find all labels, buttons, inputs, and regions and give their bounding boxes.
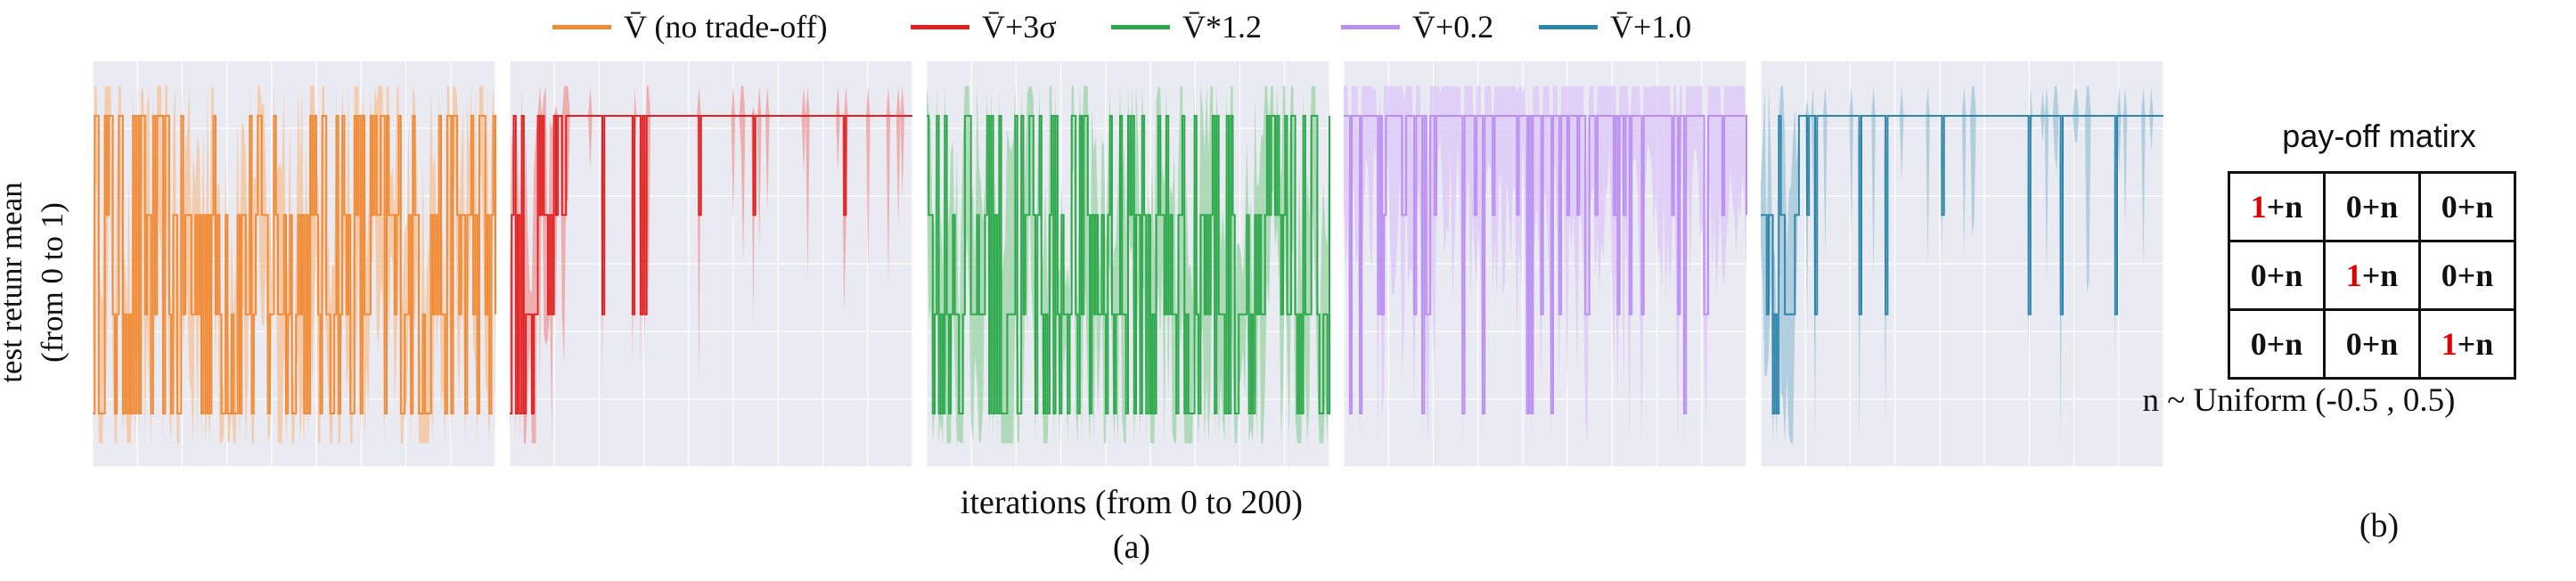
- payoff-row: 0+n 1+n 0+n: [2228, 240, 2516, 311]
- payoff-cell-noise: +n: [2457, 189, 2494, 225]
- noise-distribution-label: n ~ Uniform (-0.5 , 0.5): [2142, 382, 2456, 419]
- payoff-cell: 1+n: [2418, 308, 2516, 380]
- caption-a: (a): [1112, 528, 1151, 566]
- series-line-5: [1761, 115, 2163, 414]
- payoff-cell: 0+n: [2228, 308, 2326, 380]
- legend-swatch-3: [1111, 24, 1170, 29]
- legend-label-5: V̄+1.0: [1610, 9, 1692, 45]
- series-line-1: [93, 115, 496, 414]
- legend-swatch-5: [1539, 24, 1598, 29]
- legend-item-3: V̄*1.2: [1111, 2, 1262, 52]
- panel-2: [509, 60, 913, 468]
- legend-swatch-2: [911, 24, 969, 29]
- legend-label-3: V̄*1.2: [1182, 9, 1262, 45]
- legend-item-5: V̄+1.0: [1539, 2, 1691, 52]
- legend-swatch-4: [1341, 24, 1400, 29]
- payoff-cell-value: 0: [2345, 326, 2362, 362]
- payoff-cell-value: 1: [2345, 258, 2362, 293]
- panel-3: [926, 60, 1330, 468]
- payoff-cell-noise: +n: [2457, 258, 2494, 293]
- legend-label-4: V̄+0.2: [1412, 9, 1494, 45]
- payoff-cell-value: 0: [2441, 258, 2457, 293]
- series-line-3: [927, 115, 1330, 414]
- chart-legend: V̄ (no trade-off) V̄+3σ V̄*1.2 V̄+0.2 V̄+1.0: [0, 0, 2576, 53]
- payoff-row: 0+n 0+n 1+n: [2228, 308, 2516, 380]
- series-band-1: [93, 86, 495, 444]
- payoff-cell-value: 0: [2441, 189, 2457, 225]
- payoff-title: pay-off matirx: [2282, 118, 2476, 154]
- payoff-cell: 0+n: [2228, 240, 2326, 311]
- payoff-cell: 0+n: [2323, 171, 2421, 242]
- payoff-matrix: 1+n 0+n 0+n 0+n 1+n 0+n 0+n 0+n 1+n: [2228, 171, 2516, 380]
- payoff-cell-noise: +n: [2266, 258, 2303, 293]
- legend-item-4: V̄+0.2: [1341, 2, 1493, 52]
- payoff-cell-noise: +n: [2266, 326, 2303, 362]
- payoff-cell-noise: +n: [2361, 258, 2399, 293]
- legend-label-2: V̄+3σ: [982, 9, 1057, 45]
- legend-swatch-1: [552, 24, 611, 29]
- series-band-2: [510, 86, 912, 444]
- x-axis-label: iterations (from 0 to 200): [960, 484, 1304, 521]
- payoff-cell: 1+n: [2323, 240, 2421, 311]
- payoff-cell: 0+n: [2418, 171, 2516, 242]
- payoff-cell: 1+n: [2228, 171, 2326, 242]
- payoff-cell-noise: +n: [2266, 189, 2303, 225]
- panel-4: [1343, 60, 1747, 468]
- payoff-cell-noise: +n: [2361, 326, 2399, 362]
- series-line-2: [510, 115, 912, 414]
- payoff-cell-value: 0: [2345, 189, 2362, 225]
- payoff-row: 1+n 0+n 0+n: [2228, 171, 2516, 242]
- payoff-cell-noise: +n: [2457, 326, 2494, 362]
- caption-b: (b): [2359, 507, 2400, 544]
- payoff-cell-value: 0: [2250, 326, 2267, 362]
- legend-label-1: V̄ (no trade-off): [624, 9, 828, 45]
- series-line-4: [1344, 115, 1747, 414]
- payoff-cell: 0+n: [2323, 308, 2421, 380]
- legend-item-2: V̄+3σ: [911, 2, 1057, 52]
- payoff-cell-noise: +n: [2361, 189, 2399, 225]
- payoff-cell: 0+n: [2418, 240, 2516, 311]
- payoff-cell-value: 1: [2441, 326, 2457, 362]
- panel-1: [92, 60, 496, 468]
- panel-5: [1760, 60, 2164, 468]
- payoff-cell-value: 0: [2250, 258, 2267, 293]
- payoff-cell-value: 1: [2250, 189, 2267, 225]
- legend-item-1: V̄ (no trade-off): [552, 2, 828, 52]
- series-band-4: [1344, 86, 1746, 444]
